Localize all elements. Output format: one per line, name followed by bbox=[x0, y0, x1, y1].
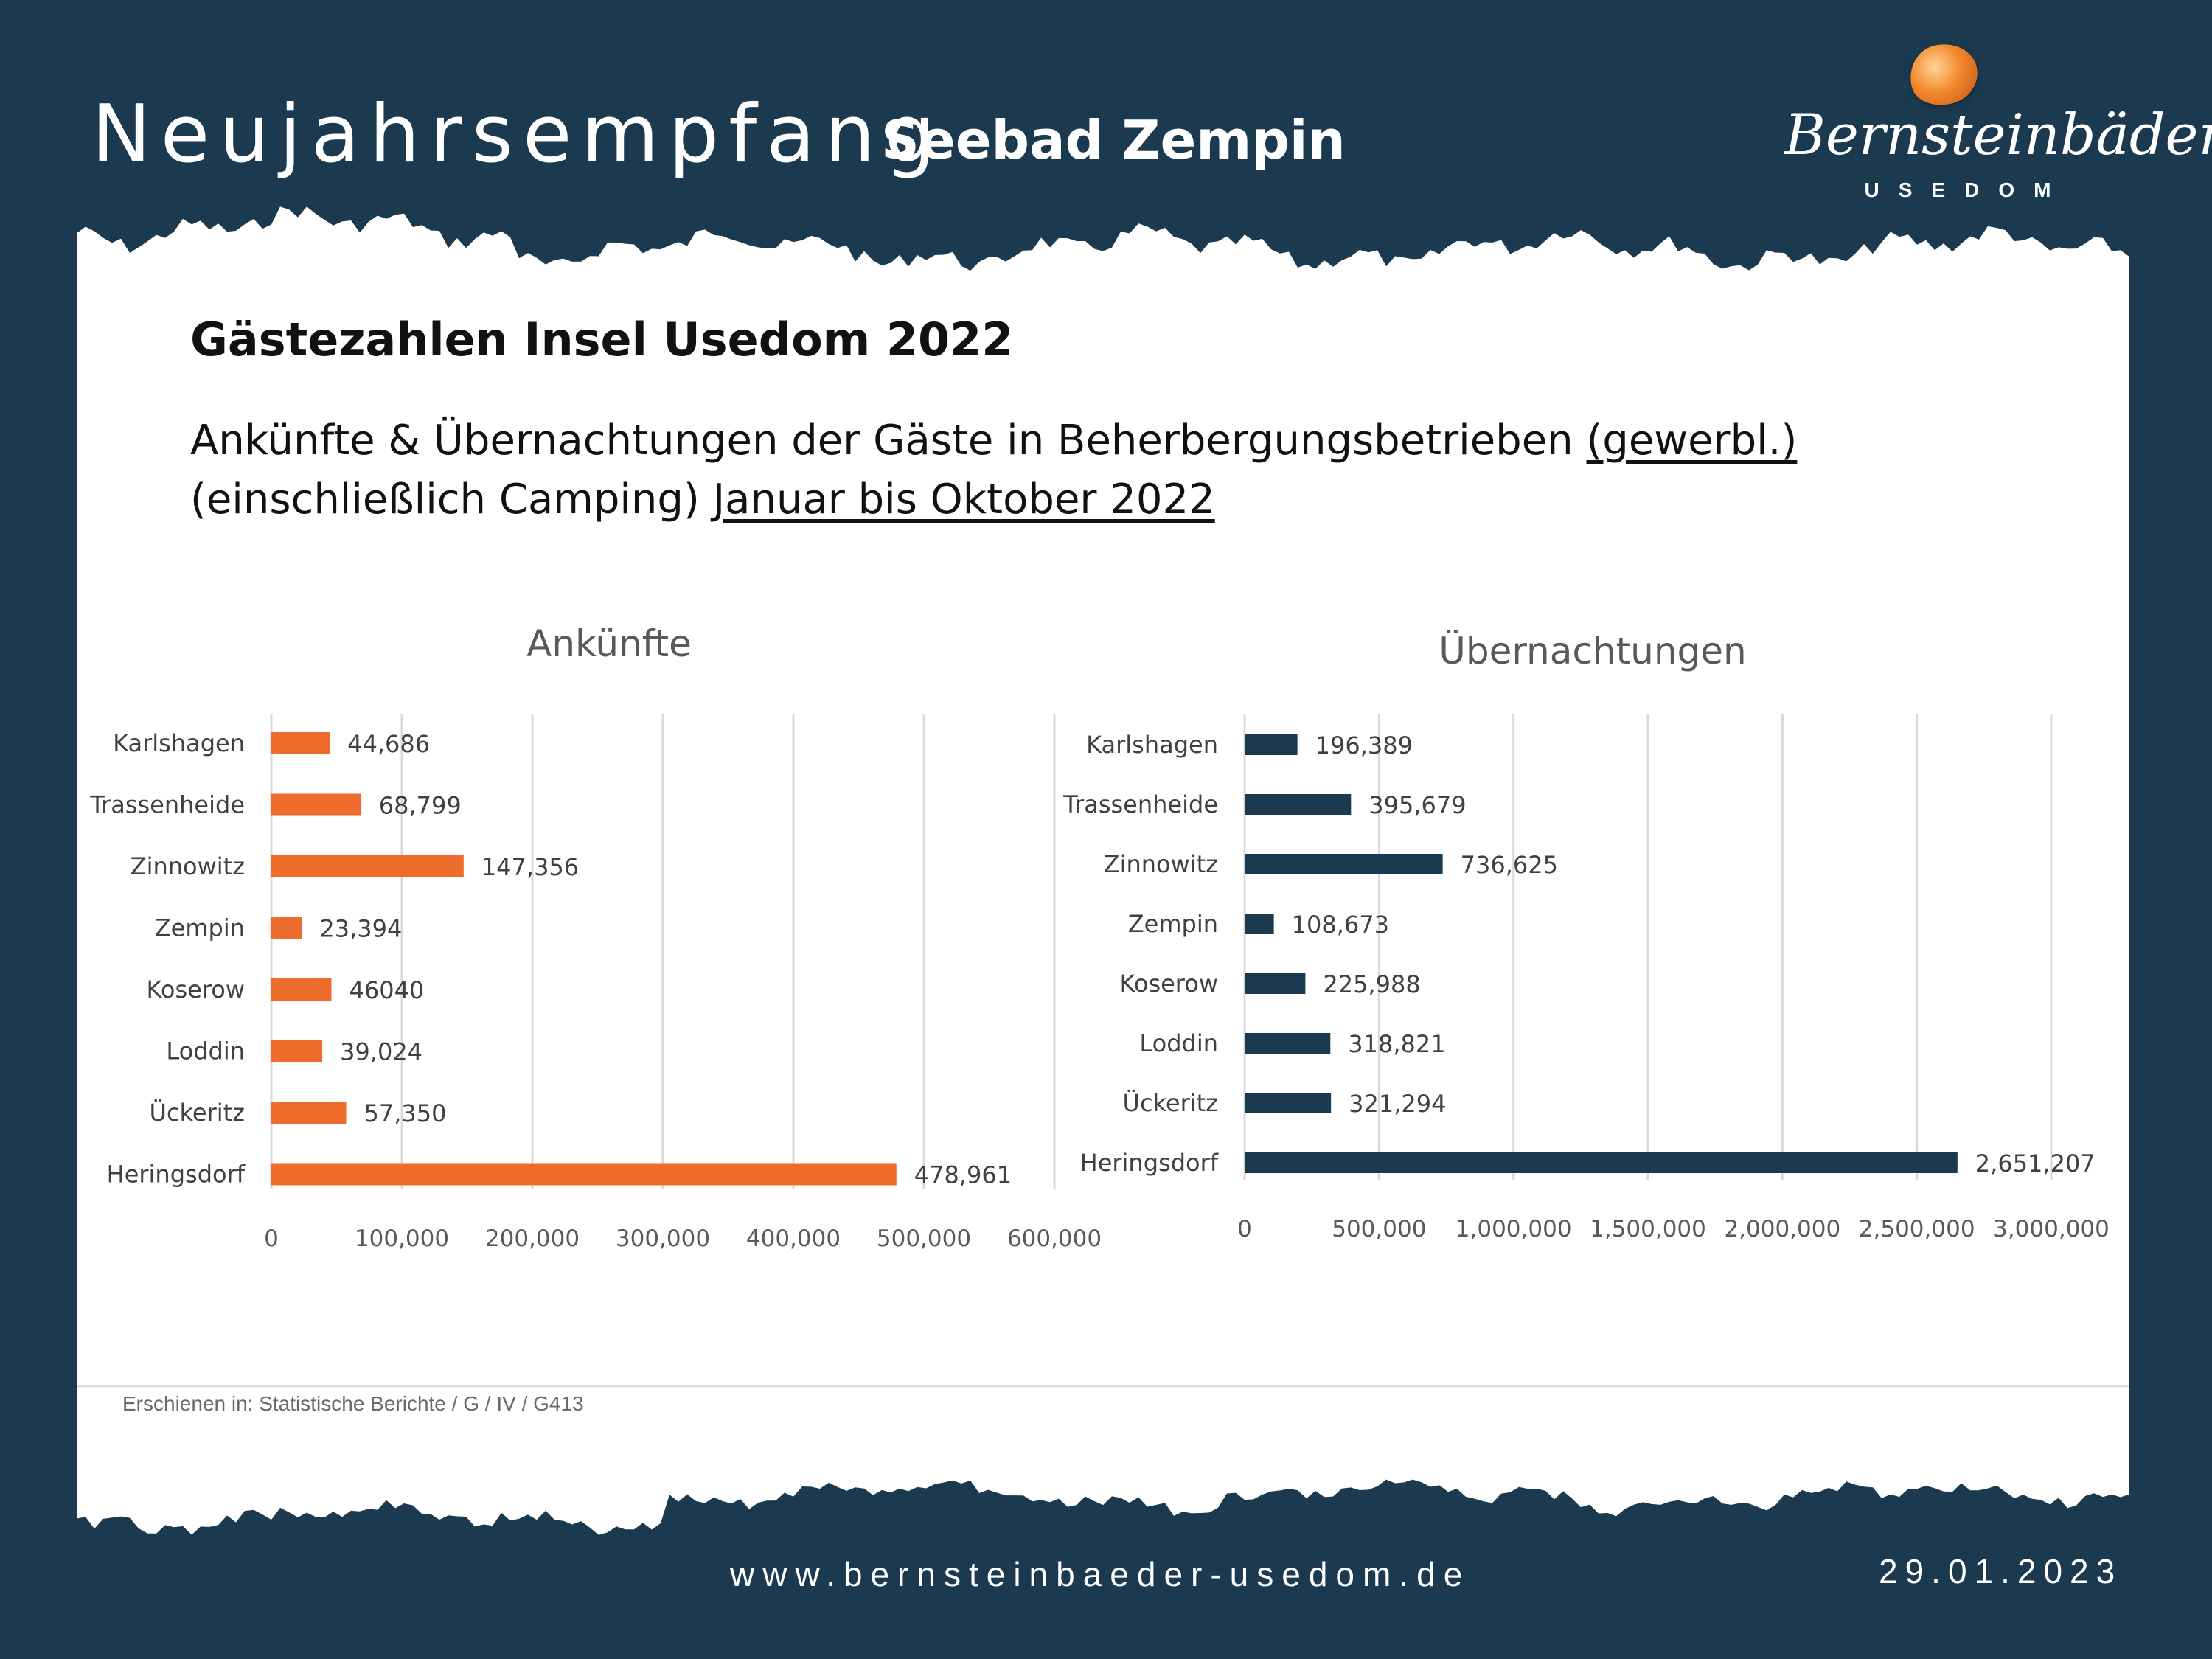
overnights-category-label: Koserow bbox=[1119, 970, 1218, 998]
overnights-tick-label: 1,500,000 bbox=[1590, 1216, 1706, 1242]
description-underlined-1: (gewerbl.) bbox=[1586, 417, 1798, 465]
overnights-tick-label: 0 bbox=[1237, 1216, 1252, 1242]
overnights-bar bbox=[1245, 734, 1298, 755]
logo-subtitle: USEDOM bbox=[1864, 178, 2070, 201]
arrivals-bar bbox=[271, 1102, 347, 1124]
footer-url[interactable]: www.bernsteinbaeder-usedom.de bbox=[730, 1555, 1471, 1593]
source-note: Erschienen in: Statistische Berichte / G… bbox=[122, 1392, 584, 1415]
description-text-2: (einschließlich Camping) bbox=[190, 476, 713, 524]
arrivals-bar bbox=[271, 978, 332, 1001]
overnights-category-label: Zempin bbox=[1128, 910, 1218, 938]
arrivals-data-label: 147,356 bbox=[481, 853, 579, 881]
arrivals-data-label: 23,394 bbox=[319, 915, 402, 943]
arrivals-data-label: 478,961 bbox=[914, 1161, 1012, 1189]
overnights-bar bbox=[1245, 914, 1274, 934]
arrivals-data-label: 57,350 bbox=[364, 1099, 447, 1127]
overnights-tick-label: 2,500,000 bbox=[1859, 1216, 1975, 1242]
description-line-1: Ankünfte & Übernachtungen der Gäste in B… bbox=[190, 411, 1797, 470]
arrivals-data-label: 39,024 bbox=[340, 1038, 422, 1066]
arrivals-tick-label: 500,000 bbox=[877, 1225, 971, 1252]
arrivals-bar bbox=[271, 1163, 897, 1186]
arrivals-category-label: Zinnowitz bbox=[131, 852, 245, 880]
arrivals-tick-label: 0 bbox=[264, 1225, 279, 1252]
overnights-data-label: 108,673 bbox=[1292, 911, 1389, 939]
arrivals-tick-label: 300,000 bbox=[616, 1225, 710, 1252]
arrivals-tick-label: 400,000 bbox=[746, 1225, 841, 1252]
overnights-bar bbox=[1245, 794, 1352, 815]
arrivals-category-label: Koserow bbox=[146, 975, 245, 1004]
arrivals-bar bbox=[271, 732, 330, 754]
overnights-category-label: Karlshagen bbox=[1086, 731, 1218, 759]
overnights-data-label: 318,821 bbox=[1348, 1030, 1445, 1058]
overnights-chart-title: Übernachtungen bbox=[1439, 630, 1746, 672]
overnights-category-label: Trassenheide bbox=[1062, 790, 1218, 818]
overnights-data-label: 2,651,207 bbox=[1975, 1150, 2096, 1178]
description-underlined-2: Januar bis Oktober 2022 bbox=[712, 476, 1215, 524]
overnights-data-label: 395,679 bbox=[1368, 791, 1466, 819]
arrivals-bar bbox=[271, 793, 361, 816]
arrivals-chart-title: Ankünfte bbox=[526, 622, 692, 665]
arrivals-category-label: Heringsdorf bbox=[107, 1161, 246, 1189]
overnights-data-label: 736,625 bbox=[1461, 851, 1558, 879]
page-heading: Gästezahlen Insel Usedom 2022 bbox=[190, 313, 1014, 366]
overnights-data-label: 321,294 bbox=[1349, 1090, 1446, 1118]
overnights-category-label: Loddin bbox=[1139, 1029, 1218, 1057]
arrivals-bar bbox=[271, 1040, 323, 1062]
arrivals-category-label: Loddin bbox=[166, 1037, 245, 1065]
arrivals-tick-label: 100,000 bbox=[355, 1225, 449, 1252]
footer-date: 29.01.2023 bbox=[1879, 1552, 2123, 1590]
arrivals-category-label: Ückeritz bbox=[150, 1099, 245, 1127]
overnights-data-label: 225,988 bbox=[1323, 970, 1420, 998]
overnights-category-label: Heringsdorf bbox=[1080, 1149, 1219, 1177]
description: Ankünfte & Übernachtungen der Gäste in B… bbox=[190, 411, 1797, 529]
arrivals-data-label: 46040 bbox=[349, 976, 424, 1004]
description-line-2: (einschließlich Camping) Januar bis Okto… bbox=[190, 470, 1797, 529]
header-title: Neujahrsempfang bbox=[91, 88, 945, 181]
overnights-bar bbox=[1245, 1033, 1331, 1054]
overnights-category-label: Ückeritz bbox=[1123, 1089, 1218, 1117]
arrivals-category-label: Trassenheide bbox=[89, 791, 245, 819]
header-subtitle: Seebad Zempin bbox=[881, 109, 1346, 171]
overnights-bar bbox=[1245, 854, 1443, 874]
overnights-tick-label: 3,000,000 bbox=[1993, 1216, 2110, 1242]
overnights-bar bbox=[1245, 973, 1306, 994]
overnights-bar bbox=[1245, 1152, 1958, 1173]
overnights-tick-label: 2,000,000 bbox=[1724, 1216, 1840, 1242]
overnights-tick-label: 500,000 bbox=[1332, 1216, 1426, 1242]
overnights-bar bbox=[1245, 1093, 1332, 1113]
arrivals-tick-label: 600,000 bbox=[1007, 1225, 1102, 1252]
arrivals-bar bbox=[271, 855, 464, 877]
overnights-category-label: Zinnowitz bbox=[1104, 850, 1218, 878]
arrivals-tick-label: 200,000 bbox=[485, 1225, 580, 1252]
arrivals-data-label: 44,686 bbox=[347, 730, 430, 758]
arrivals-bar bbox=[271, 917, 302, 939]
arrivals-category-label: Zempin bbox=[155, 914, 245, 942]
arrivals-data-label: 68,799 bbox=[379, 792, 462, 820]
overnights-data-label: 196,389 bbox=[1315, 731, 1413, 759]
description-text-1: Ankünfte & Übernachtungen der Gäste in B… bbox=[190, 417, 1587, 465]
overnights-tick-label: 1,000,000 bbox=[1455, 1216, 1572, 1242]
arrivals-category-label: Karlshagen bbox=[113, 729, 245, 757]
